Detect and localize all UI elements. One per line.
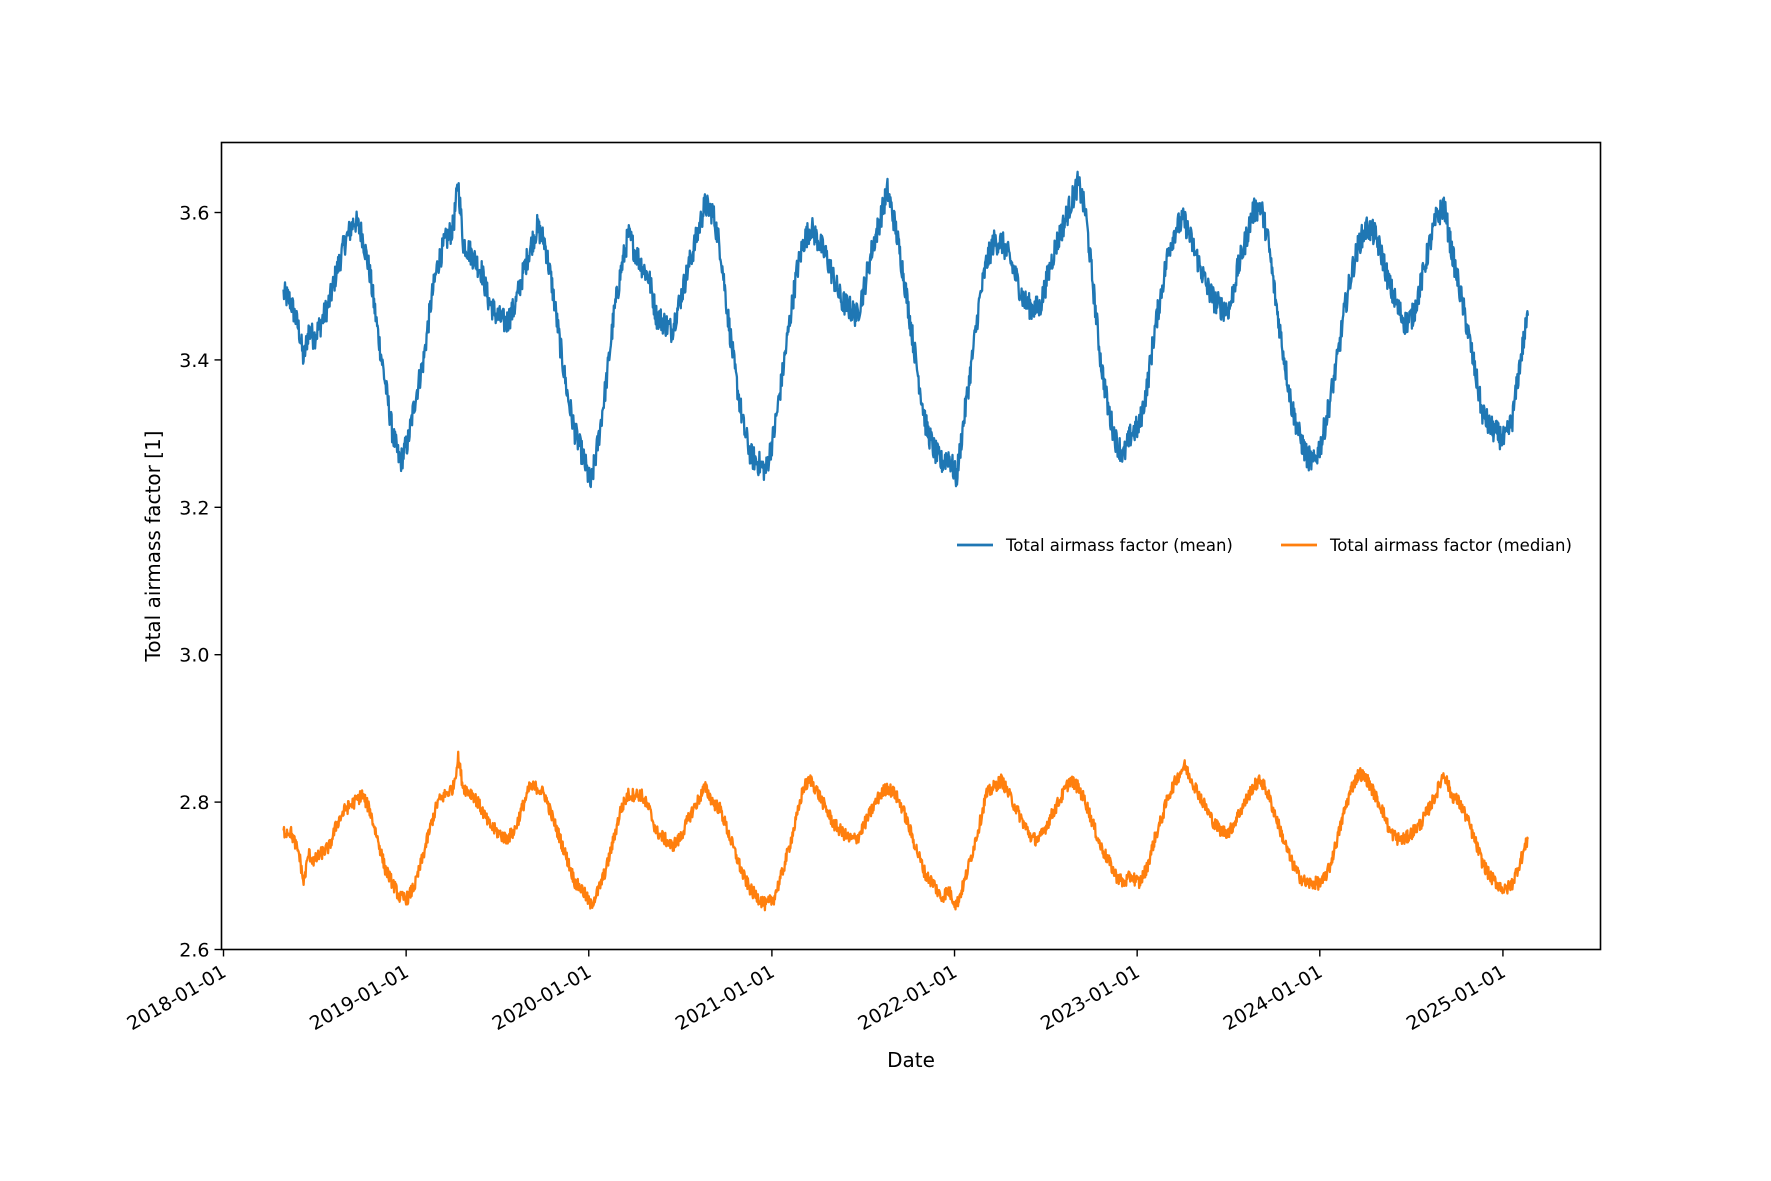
y-tick-label: 2.6	[179, 940, 209, 962]
y-axis-title: Total airmass factor [1]	[141, 431, 165, 663]
y-tick-label: 3.6	[179, 203, 209, 225]
legend-label-mean: Total airmass factor (mean)	[1005, 536, 1233, 555]
legend: Total airmass factor (mean) Total airmas…	[957, 536, 1572, 555]
series-line-mean	[282, 170, 1530, 489]
y-tick-label: 3.0	[179, 645, 209, 667]
series-line-median	[282, 750, 1529, 912]
legend-label-median: Total airmass factor (median)	[1329, 536, 1572, 555]
plot-area	[220, 141, 1602, 951]
axes-frame	[220, 141, 1602, 951]
x-axis-title: Date	[887, 1048, 935, 1072]
y-axis: 2.6 2.8 3.0 3.2 3.4 3.6	[179, 203, 222, 962]
y-tick-label: 3.4	[179, 350, 209, 372]
y-tick-label: 3.2	[179, 497, 209, 519]
series-layer	[282, 170, 1530, 912]
y-tick-label: 2.8	[179, 792, 209, 814]
